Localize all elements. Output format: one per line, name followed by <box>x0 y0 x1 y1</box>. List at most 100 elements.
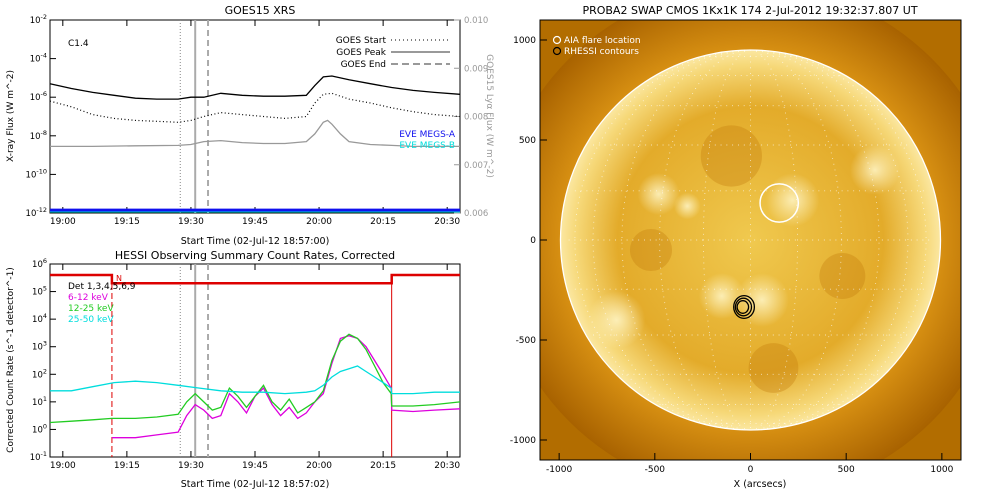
goes-x-tick-label: 20:00 <box>306 217 332 227</box>
goes-x-tick-label: 19:15 <box>114 217 140 227</box>
legend-hessi-25-50: 25-50 keV <box>68 315 114 325</box>
goes-series-line-0 <box>49 75 461 100</box>
hessi-title: HESSI Observing Summary Count Rates, Cor… <box>115 249 395 262</box>
dark-region <box>748 343 799 393</box>
hessi-legend: Det 1,3,4,5,6,9 6-12 keV 12-25 keV 25-50… <box>68 282 136 325</box>
hessi-y-tick-label: 104 <box>32 312 47 325</box>
swap-y-tick-label: -1000 <box>510 436 536 446</box>
legend-eve-megs-a: EVE MEGS-A <box>399 130 456 140</box>
disk-texture <box>587 125 900 393</box>
hessi-y-tick-label: 105 <box>32 285 47 298</box>
solar-disk <box>560 50 941 430</box>
hessi-x-tick-label: 20:00 <box>306 461 332 471</box>
goes-xlabel: Start Time (02-Jul-12 18:57:00) <box>181 236 330 247</box>
hessi-y-tick-label: 100 <box>32 422 47 435</box>
rhessi-contour-0 <box>736 300 750 314</box>
goes-y-tick-label: 10-2 <box>30 13 47 26</box>
active-region-glow <box>587 291 646 349</box>
swap-y-tick-label: 500 <box>519 136 536 146</box>
goes-y2-axis: 0.006 0.007 0.008 0.009 0.010 <box>454 16 488 219</box>
active-region-glow <box>765 173 820 227</box>
legend-aia-symbol <box>552 35 562 45</box>
goes-time-markers <box>179 20 210 213</box>
hessi-series-line-1 <box>111 335 461 439</box>
goes-x-tick-label: 19:00 <box>50 217 76 227</box>
aia-flare-location-marker <box>759 183 800 223</box>
hessi-y-tick-label: 103 <box>32 340 47 353</box>
hessi-flag-label: N <box>116 274 122 283</box>
rhessi-contour-1 <box>734 297 753 317</box>
goes-y2label: GOES15 Lyα Flux (W m^-2) <box>484 54 494 178</box>
hessi-x-tick-label: 19:45 <box>242 461 268 471</box>
swap-x-tick-label: -1000 <box>546 465 572 475</box>
legend-eve-megs-b: EVE MEGS-B <box>399 141 455 151</box>
goes-legend: GOES Start GOES Peak GOES End EVE MEGS-A… <box>336 36 456 151</box>
dark-region <box>629 228 673 272</box>
swap-image <box>540 20 961 460</box>
legend-hessi-detectors: Det 1,3,4,5,6,9 <box>68 282 136 292</box>
longitude-line <box>592 49 751 431</box>
swap-image-panel: PROBA2 SWAP CMOS 1Kx1K 174 2-Jul-2012 19… <box>510 4 962 490</box>
legend-hessi-12-25: 12-25 keV <box>68 304 114 314</box>
hessi-x-tick-label: 19:15 <box>114 461 140 471</box>
swap-y-tick-label: 1000 <box>513 36 536 46</box>
goes-xrs-panel: GOES15 XRS 10-12 10-10 10-8 10-6 10-4 10-2 0.… <box>6 4 494 247</box>
swap-y-tick-label: -500 <box>516 336 537 346</box>
rhessi-contour-2 <box>733 295 756 319</box>
legend-hessi-6-12: 6-12 keV <box>68 293 109 303</box>
goes-series-line-1 <box>49 92 461 123</box>
heliographic-grid <box>568 49 933 431</box>
goes-class-annotation: C1.4 <box>68 39 89 49</box>
legend-goes-start: GOES Start <box>336 36 387 46</box>
swap-xlabel: X (arcsecs) <box>734 479 787 490</box>
legend-goes-end: GOES End <box>341 60 386 70</box>
longitude-line <box>750 49 909 431</box>
goes-y2-tick-label: 0.009 <box>464 64 488 74</box>
goes-y-axis: 10-12 10-10 10-8 10-6 10-4 10-2 <box>26 13 56 219</box>
swap-x-tick-label: -500 <box>645 465 666 475</box>
goes-y-tick-label: 10-12 <box>26 206 47 219</box>
hessi-y-tick-label: 106 <box>32 257 47 270</box>
goes-y2-tick-label: 0.008 <box>464 113 488 123</box>
swap-title: PROBA2 SWAP CMOS 1Kx1K 174 2-Jul-2012 19… <box>582 4 917 17</box>
swap-x-axis: -1000 -500 0 500 1000 <box>546 453 954 475</box>
hessi-series-line-3 <box>50 365 460 395</box>
goes-x-tick-label: 20:15 <box>370 217 396 227</box>
hessi-series-line-0 <box>50 273 460 285</box>
longitude-line <box>750 49 799 431</box>
legend-rhessi: RHESSI contours <box>564 47 639 57</box>
goes-y2-tick-label: 0.006 <box>464 209 488 219</box>
hessi-x-axis: 19:00 19:15 19:30 19:45 20:00 20:15 20:30 <box>50 264 460 471</box>
goes-ylabel: X-ray Flux (W m^-2) <box>6 70 16 162</box>
legend-rhessi-symbol <box>552 46 562 56</box>
hessi-x-tick-label: 19:00 <box>50 461 76 471</box>
active-region-glow <box>673 192 701 220</box>
hessi-y-tick-label: 101 <box>32 395 47 408</box>
goes-x-tick-label: 19:45 <box>242 217 268 227</box>
hessi-ylabel: Corrected Count Rate (s^-1 detector^-1) <box>6 267 16 453</box>
legend-goes-peak: GOES Peak <box>336 48 386 58</box>
goes-x-tick-label: 19:30 <box>178 217 204 227</box>
hessi-x-tick-label: 20:15 <box>370 461 396 471</box>
swap-x-tick-label: 500 <box>838 465 855 475</box>
active-region-glow <box>850 145 900 195</box>
hessi-series-group <box>49 273 461 439</box>
hessi-y-tick-label: 102 <box>32 367 47 380</box>
dark-region <box>700 125 762 187</box>
swap-y-tick-label: 0 <box>530 236 536 246</box>
goes-y2-tick-label: 0.007 <box>464 161 488 171</box>
hessi-xlabel: Start Time (02-Jul-12 18:57:02) <box>181 479 330 490</box>
hessi-series-line-2 <box>49 333 461 424</box>
goes-series-line-2 <box>50 119 460 148</box>
hessi-time-markers <box>111 264 393 457</box>
legend-aia: AIA flare location <box>564 36 641 46</box>
dark-region <box>819 253 866 299</box>
goes-x-tick-label: 20:30 <box>434 217 460 227</box>
swap-legend: AIA flare location RHESSI contours <box>552 35 641 57</box>
swap-x-tick-label: 0 <box>748 465 754 475</box>
hessi-x-tick-label: 20:30 <box>434 461 460 471</box>
hessi-count-rate-panel: HESSI Observing Summary Count Rates, Cor… <box>6 249 461 490</box>
rhessi-contours <box>733 295 756 319</box>
goes-y-tick-label: 10-4 <box>30 52 47 65</box>
goes-series-group <box>49 75 461 213</box>
